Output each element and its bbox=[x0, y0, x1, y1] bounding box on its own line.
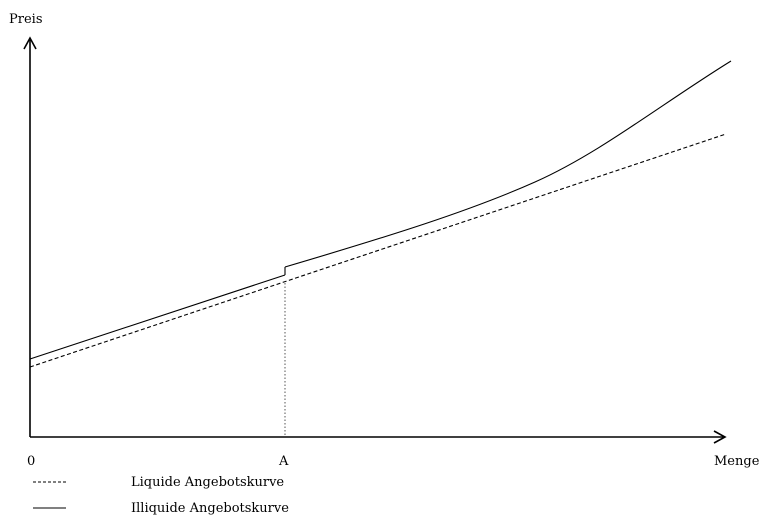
y-axis-arrowhead bbox=[23, 36, 37, 50]
y-axis-label: Preis bbox=[9, 12, 42, 27]
marker-a-label: A bbox=[278, 454, 289, 469]
legend-liquid-label: Liquide Angebotskurve bbox=[131, 475, 284, 490]
origin-label: 0 bbox=[27, 454, 35, 469]
liquid-supply-curve bbox=[29, 133, 727, 368]
x-axis-arrowhead bbox=[713, 430, 727, 444]
x-axis-label: Menge bbox=[714, 454, 759, 469]
illiquid-supply-curve-left-segment bbox=[29, 274, 286, 360]
legend: Liquide Angebotskurve Illiquide Angebots… bbox=[33, 475, 289, 516]
illiquid-supply-curve-right-segment bbox=[284, 60, 732, 268]
legend-illiquid-label: Illiquide Angebotskurve bbox=[131, 501, 289, 516]
